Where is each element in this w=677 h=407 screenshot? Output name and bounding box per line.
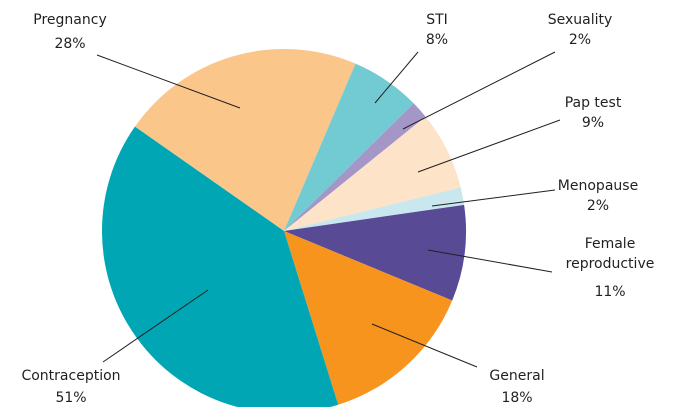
percent-label: 18% (501, 390, 533, 406)
leader-line (427, 249, 553, 273)
leader-line (371, 323, 478, 368)
percent-label: 8% (425, 32, 449, 48)
slice-label: Female reproductive (565, 236, 655, 272)
slice-label: STI (426, 12, 448, 28)
leader-line (374, 51, 419, 104)
pie-slice (284, 103, 426, 231)
pie-slice (284, 116, 461, 231)
percent-label: 2% (586, 198, 610, 214)
leader-line (96, 54, 241, 109)
pie-slice (284, 63, 414, 231)
pie-slice (284, 187, 465, 231)
slice-label: Sexuality (547, 12, 613, 28)
leader-line (417, 119, 561, 173)
percent-label: 9% (581, 115, 605, 131)
pie-slice (102, 126, 339, 407)
pie-slice (284, 204, 466, 301)
leader-line (402, 51, 556, 130)
pie-slice (134, 49, 356, 231)
percent-label: 2% (568, 32, 592, 48)
leader-line (102, 289, 209, 363)
pie-slice (284, 231, 453, 405)
percent-label: 28% (54, 36, 86, 52)
percent-label: 11% (594, 284, 626, 300)
slice-label: Menopause (557, 178, 639, 194)
slice-label: General (489, 368, 545, 384)
percent-label: 51% (55, 390, 87, 406)
slice-label: Contraception (21, 368, 121, 384)
slice-label: Pregnancy (33, 12, 107, 28)
leader-line (431, 189, 556, 207)
slice-label: Pap test (564, 95, 622, 111)
